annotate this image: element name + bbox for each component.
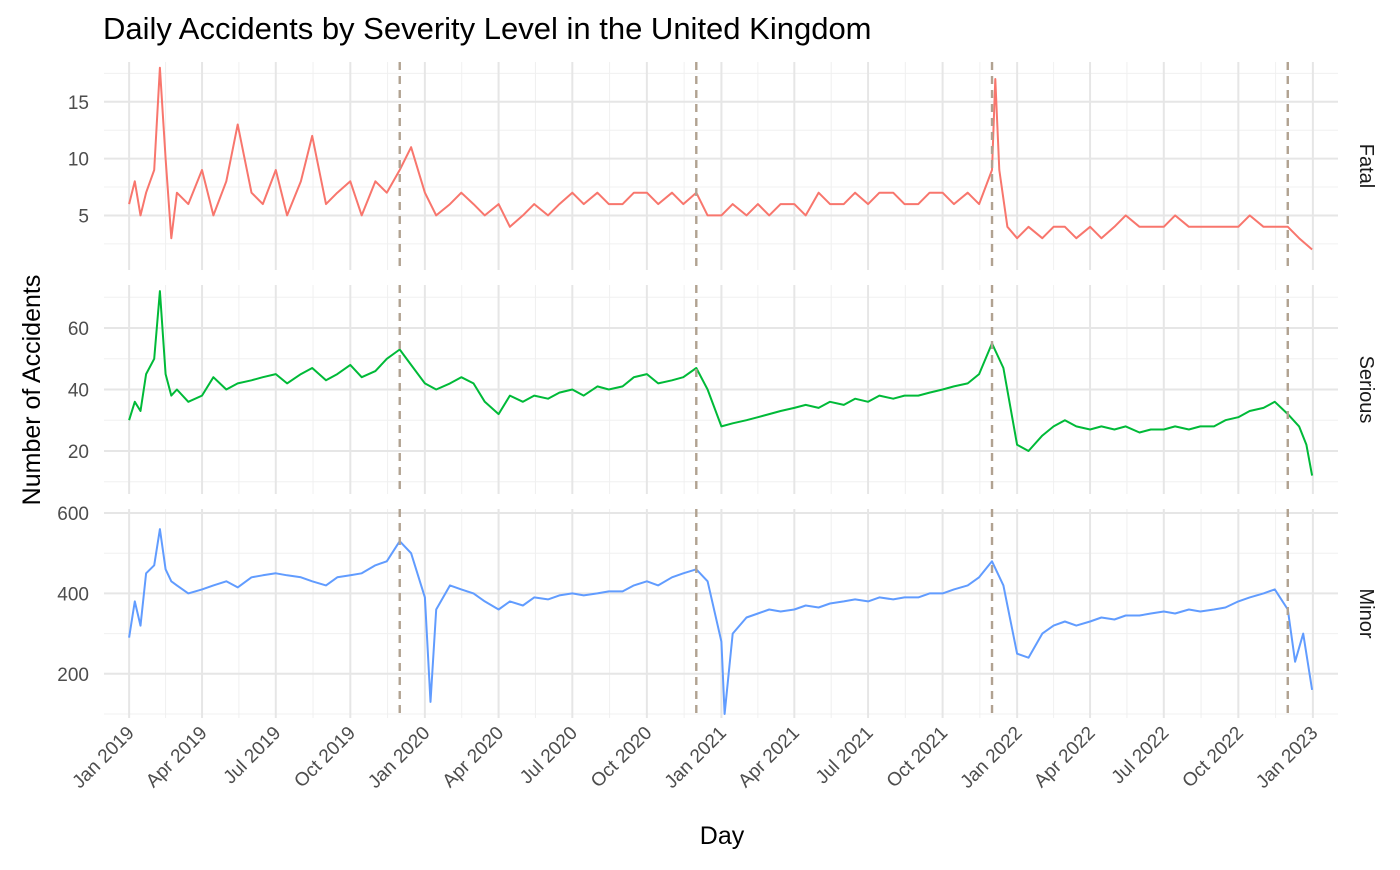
facet-panel-minor: 200 400 600 Minor bbox=[57, 504, 1377, 718]
x-tick-label: Jul 2020 bbox=[516, 723, 582, 789]
y-tick-label: 20 bbox=[68, 442, 89, 463]
y-tick-label: 60 bbox=[68, 319, 89, 340]
x-tick-label: Oct 2020 bbox=[587, 723, 656, 792]
x-tick-label: Jan 2020 bbox=[364, 723, 434, 793]
y-tick-label: 40 bbox=[68, 381, 89, 402]
y-tick-label: 15 bbox=[68, 93, 89, 114]
x-tick-label: Apr 2019 bbox=[142, 723, 211, 792]
facet-strip-label: Fatal bbox=[1355, 144, 1377, 188]
series-line-serious bbox=[128, 290, 1314, 476]
x-tick-label: Oct 2021 bbox=[883, 723, 952, 792]
x-tick-label: Jan 2023 bbox=[1252, 723, 1322, 793]
facet-panel-serious: 20 40 60 Serious bbox=[68, 285, 1377, 494]
series-line-fatal bbox=[128, 66, 1313, 251]
y-tick-label: 400 bbox=[57, 584, 89, 605]
facet-strip-label: Minor bbox=[1355, 588, 1377, 638]
x-tick-label: Jan 2022 bbox=[957, 723, 1027, 793]
y-axis-title: Number of Accidents bbox=[18, 275, 46, 506]
facets-layer: 5 10 15 Fatal 20 40 60 Serious 200 400 600 Minor bbox=[57, 62, 1377, 718]
x-tick-label: Apr 2021 bbox=[734, 723, 803, 792]
x-axis-ticks: Jan 2019 Apr 2019 Jul 2019 Oct 2019 Jan 2020… bbox=[69, 723, 1323, 793]
facet-strip-label: Serious bbox=[1355, 356, 1377, 424]
series-line-minor bbox=[128, 528, 1314, 715]
x-tick-label: Jul 2022 bbox=[1108, 723, 1174, 789]
x-tick-label: Jan 2021 bbox=[661, 723, 731, 793]
y-tick-label: 200 bbox=[57, 665, 89, 686]
x-tick-label: Jul 2021 bbox=[812, 723, 878, 789]
y-tick-label: 10 bbox=[68, 150, 89, 171]
x-axis-title: Day bbox=[700, 822, 745, 850]
y-tick-label: 5 bbox=[78, 206, 89, 227]
x-tick-label: Jul 2019 bbox=[220, 723, 286, 789]
y-tick-label: 600 bbox=[57, 504, 89, 525]
chart-title: Daily Accidents by Severity Level in the… bbox=[103, 11, 872, 46]
x-tick-label: Apr 2022 bbox=[1030, 723, 1099, 792]
facet-panel-fatal: 5 10 15 Fatal bbox=[68, 62, 1377, 270]
x-tick-label: Jan 2019 bbox=[69, 723, 139, 793]
x-tick-label: Apr 2020 bbox=[439, 723, 508, 792]
x-tick-label: Oct 2022 bbox=[1179, 723, 1248, 792]
x-tick-label: Oct 2019 bbox=[290, 723, 359, 792]
